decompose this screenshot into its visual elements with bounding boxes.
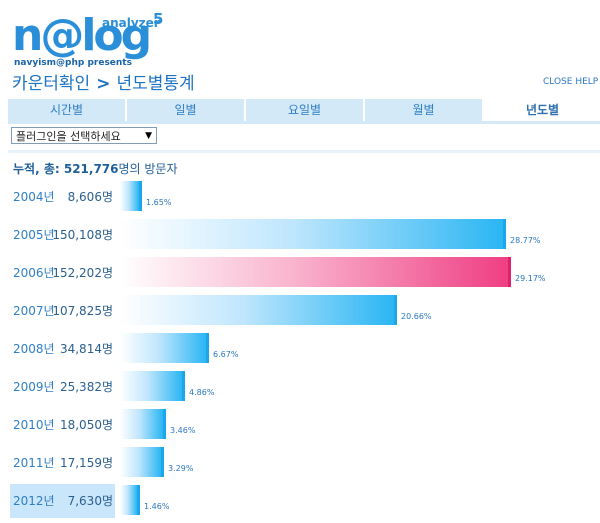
year-text: 2010년 (13, 418, 55, 432)
visitor-count: 107,825명 (52, 304, 113, 318)
year-text: 2007년 (13, 304, 55, 318)
visitor-count: 17,159명 (59, 456, 113, 470)
share-bar (120, 485, 140, 515)
share-percent: 1.46% (144, 502, 170, 511)
share-bar (120, 295, 397, 325)
year-text: 2006년 (13, 266, 55, 280)
year-row: 2008년 34,814명 6.67% (10, 332, 600, 366)
logo-product: analyzer (102, 16, 160, 30)
breadcrumb-current: 년도별통계 (116, 74, 195, 94)
section-divider (8, 150, 600, 153)
share-percent: 20.66% (401, 312, 432, 321)
visitor-count: 7,630명 (67, 494, 113, 508)
tab-monthly[interactable]: 월별 (365, 99, 482, 121)
year-label: 2005년 150,108명 (10, 218, 115, 252)
year-row: 2005년 150,108명 28.77% (10, 218, 600, 252)
breadcrumb-root[interactable]: 카운터확인 (12, 74, 91, 94)
year-text: 2011년 (13, 456, 55, 470)
year-label: 2008년 34,814명 (10, 332, 115, 366)
logo-version: 5 (153, 10, 164, 28)
tab-divider (8, 121, 600, 124)
year-row: 2010년 18,050명 3.46% (10, 408, 600, 442)
share-bar (120, 409, 166, 439)
share-bar (120, 447, 164, 477)
year-text: 2004년 (13, 190, 55, 204)
visitor-count: 18,050명 (59, 418, 113, 432)
visitor-summary: 누적, 총: 521,776명의 방문자 (13, 160, 178, 177)
year-row: 2004년 8,606명 1.65% (10, 180, 600, 214)
logo-tagline: navyism@php presents (14, 58, 132, 68)
year-row: 2006년 152,202명 29.17% (10, 256, 600, 290)
nalog-logo: n@log analyzer 5 navyism@php presents (12, 10, 172, 68)
visitor-count: 25,382명 (59, 380, 113, 394)
year-label: 2009년 25,382명 (10, 370, 115, 404)
share-percent: 28.77% (510, 236, 541, 245)
tab-yearly[interactable]: 년도별 (484, 99, 600, 121)
share-percent: 3.29% (168, 464, 194, 473)
summary-suffix: 명의 방문자 (118, 162, 178, 176)
share-bar (120, 219, 506, 249)
share-percent: 6.67% (213, 350, 239, 359)
tab-weekday[interactable]: 요일별 (246, 99, 363, 121)
year-label: 2012년 7,630명 (10, 484, 115, 518)
tab-hourly[interactable]: 시간별 (8, 99, 125, 121)
plugin-select[interactable]: 플러그인을 선택하세요 ▼ (11, 127, 157, 144)
year-row: 2011년 17,159명 3.29% (10, 446, 600, 480)
year-row: 2009년 25,382명 4.86% (10, 370, 600, 404)
year-text: 2008년 (13, 342, 55, 356)
dropdown-arrow-icon: ▼ (145, 131, 152, 141)
visitor-count: 150,108명 (52, 228, 113, 242)
share-percent: 3.46% (170, 426, 196, 435)
summary-prefix: 누적, 총: (13, 162, 64, 176)
share-bar (120, 257, 511, 287)
period-tabs: 시간별 일별 요일별 월별 년도별 (8, 99, 600, 121)
year-text: 2005년 (13, 228, 55, 242)
page-title: 카운터확인 > 년도별통계 (12, 69, 195, 94)
year-label: 2006년 152,202명 (10, 256, 115, 290)
share-percent: 1.65% (146, 198, 172, 207)
year-label: 2004년 8,606명 (10, 180, 115, 214)
year-row: 2007년 107,825명 20.66% (10, 294, 600, 328)
close-help-link[interactable]: CLOSE HELP (543, 77, 599, 87)
share-bar (120, 181, 142, 211)
summary-total: 521,776 (63, 162, 119, 176)
share-bar (120, 333, 209, 363)
breadcrumb-separator: > (96, 74, 111, 94)
year-row: 2012년 7,630명 1.46% (10, 484, 600, 518)
tab-daily[interactable]: 일별 (127, 99, 244, 121)
year-label: 2010년 18,050명 (10, 408, 115, 442)
visitor-count: 152,202명 (52, 266, 113, 280)
share-percent: 4.86% (189, 388, 215, 397)
year-text: 2012년 (13, 494, 55, 508)
plugin-select-value: 플러그인을 선택하세요 (16, 130, 121, 143)
year-label: 2011년 17,159명 (10, 446, 115, 480)
year-label: 2007년 107,825명 (10, 294, 115, 328)
logo-wordmark: n@log (12, 10, 152, 61)
year-text: 2009년 (13, 380, 55, 394)
visitor-count: 34,814명 (59, 342, 113, 356)
share-bar (120, 371, 185, 401)
share-percent: 29.17% (515, 274, 546, 283)
visitor-count: 8,606명 (67, 190, 113, 204)
